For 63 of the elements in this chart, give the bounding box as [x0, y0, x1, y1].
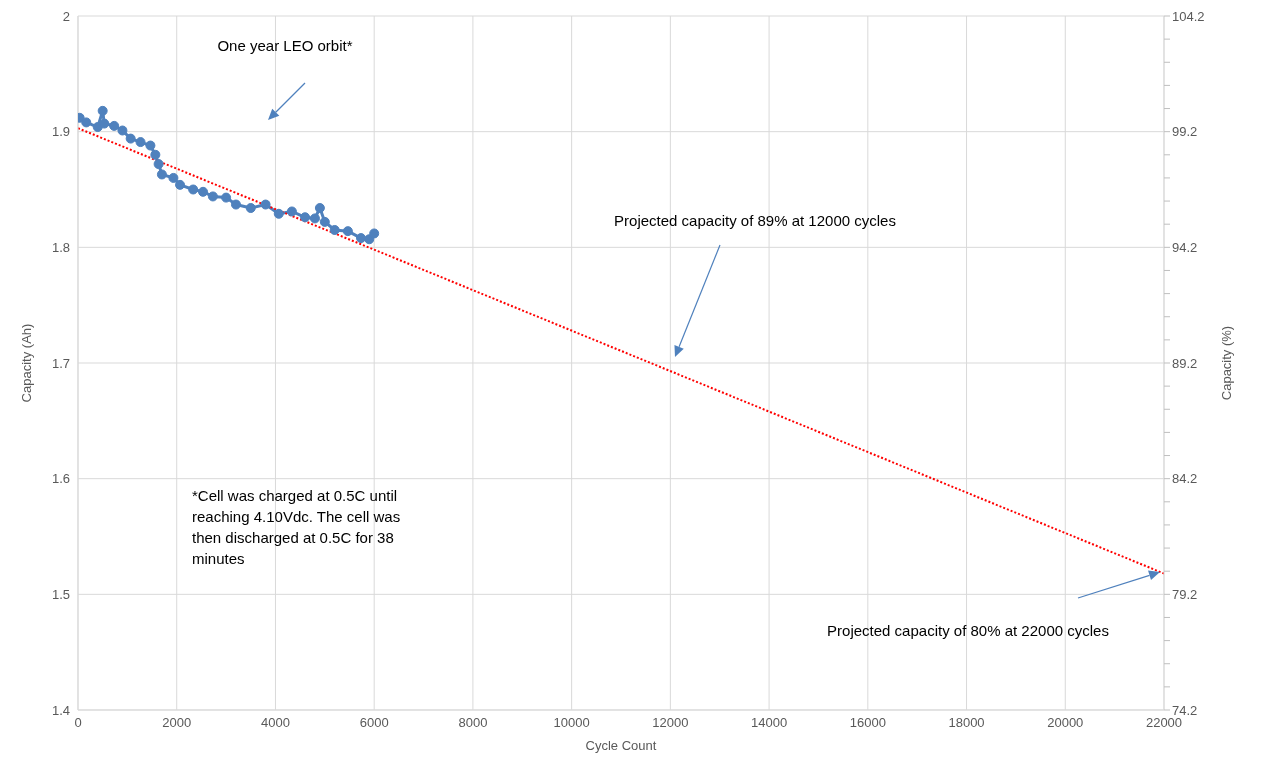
x-tick-label: 8000: [458, 715, 488, 731]
point: [168, 172, 179, 183]
point: [198, 186, 209, 197]
point: [109, 120, 120, 131]
annotation: *Cell was charged at 0.5C until reaching 4.10Vdc. The cell was then discharged at 0.5C for 38 minutes: [192, 486, 402, 569]
y-tick-label: 1.7: [51, 355, 70, 371]
point: [153, 159, 164, 170]
point: [260, 199, 271, 210]
y-tick-label: 1.9: [51, 124, 70, 140]
point: [273, 208, 284, 219]
point: [329, 224, 340, 235]
x-tick-label: 10000: [553, 715, 590, 731]
point: [319, 216, 330, 227]
x-tick-label: 16000: [849, 715, 886, 731]
point: [99, 118, 110, 129]
point: [221, 192, 232, 203]
x-tick-label: 6000: [359, 715, 389, 731]
y2-tick-label: 84.2: [1172, 471, 1198, 487]
y2-axis-title: Capacity (%): [1218, 325, 1234, 401]
point: [309, 213, 320, 224]
y-tick-label: 1.6: [51, 471, 70, 487]
point: [230, 199, 241, 210]
x-tick-label: 12000: [652, 715, 689, 731]
y2-tick-label: 89.2: [1172, 355, 1198, 371]
annotation: Projected capacity of 80% at 22000 cycles: [827, 621, 1109, 639]
point: [97, 105, 108, 116]
point: [81, 117, 92, 128]
y2-tick-label: 94.2: [1172, 239, 1198, 255]
point: [175, 179, 186, 190]
x-tick-label: 22000: [1145, 715, 1183, 731]
point: [125, 133, 136, 144]
y2-tick-label: 104.2: [1172, 8, 1205, 24]
x-tick-label: 18000: [948, 715, 985, 731]
x-tick-label: 14000: [751, 715, 788, 731]
y-tick-label: 2: [62, 8, 70, 24]
point: [300, 212, 311, 223]
point: [369, 228, 380, 239]
x-tick-label: 0: [74, 715, 82, 731]
point: [356, 233, 366, 244]
y2-tick-label: 99.2: [1172, 124, 1198, 140]
point: [245, 203, 256, 214]
point: [156, 169, 167, 180]
annotation: Projected capacity of 89% at 12000 cycles: [614, 211, 896, 229]
y-tick-label: 1.4: [51, 702, 70, 718]
x-tick-label: 4000: [260, 715, 290, 731]
y-tick-label: 1.8: [51, 239, 70, 255]
y2-tick-label: 79.2: [1172, 586, 1198, 602]
point: [150, 149, 161, 160]
x-tick-label: 20000: [1047, 715, 1084, 731]
point: [117, 125, 128, 136]
point: [286, 206, 297, 217]
y-tick-label: 1.5: [51, 586, 70, 602]
point: [135, 137, 146, 148]
point: [207, 191, 218, 202]
annotation: One year LEO orbit*: [217, 36, 353, 54]
y2-tick-label: 74.2: [1172, 702, 1198, 718]
x-tick-label: 2000: [162, 715, 192, 731]
point: [145, 140, 156, 151]
y-axis-title: Capacity (Ah): [18, 323, 34, 403]
x-axis-title: Cycle Count: [585, 738, 657, 753]
point: [314, 203, 325, 214]
point: [188, 184, 199, 195]
point: [342, 226, 353, 237]
